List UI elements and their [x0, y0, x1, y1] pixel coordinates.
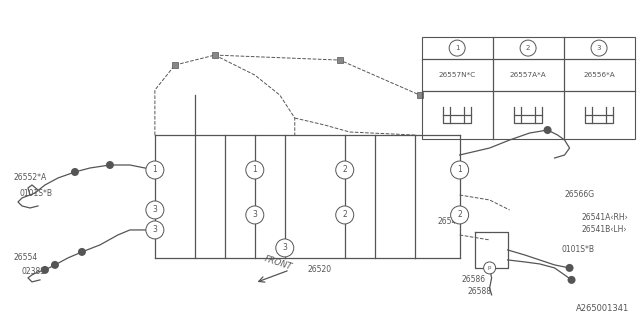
Text: 26557N*C: 26557N*C	[438, 72, 476, 78]
Circle shape	[41, 266, 49, 274]
Text: 3: 3	[152, 226, 157, 235]
Circle shape	[568, 276, 575, 284]
Text: 26557A*A: 26557A*A	[509, 72, 547, 78]
Text: 26552*A: 26552*A	[14, 173, 47, 182]
Text: 26520: 26520	[308, 265, 332, 275]
Circle shape	[449, 40, 465, 56]
Text: 3: 3	[252, 211, 257, 220]
Circle shape	[566, 264, 573, 272]
Text: 0238S: 0238S	[22, 268, 46, 276]
Text: p: p	[488, 265, 492, 270]
Text: 1: 1	[252, 165, 257, 174]
Circle shape	[336, 206, 354, 224]
Text: 0101S*B: 0101S*B	[20, 189, 53, 198]
Circle shape	[146, 161, 164, 179]
Circle shape	[246, 206, 264, 224]
Text: 1: 1	[457, 165, 462, 174]
Circle shape	[276, 239, 294, 257]
Circle shape	[106, 161, 114, 169]
Bar	[422, 37, 634, 139]
Text: 2: 2	[342, 211, 347, 220]
Text: 26544: 26544	[438, 218, 462, 227]
Text: FRONT: FRONT	[263, 254, 293, 272]
Text: 3: 3	[152, 205, 157, 214]
Circle shape	[520, 40, 536, 56]
Circle shape	[451, 206, 468, 224]
Text: 2: 2	[526, 45, 531, 51]
Text: 1: 1	[152, 165, 157, 174]
Text: 0101S*B: 0101S*B	[561, 245, 595, 254]
Circle shape	[71, 168, 79, 176]
Bar	[417, 92, 422, 98]
Text: 26541A‹RH›: 26541A‹RH›	[582, 213, 628, 222]
Text: 26554: 26554	[14, 253, 38, 262]
Text: 2: 2	[457, 211, 462, 220]
Text: 2: 2	[342, 165, 347, 174]
Bar	[172, 62, 178, 68]
Text: 26556*A: 26556*A	[583, 72, 615, 78]
Circle shape	[146, 221, 164, 239]
Circle shape	[78, 248, 86, 256]
Circle shape	[484, 262, 495, 274]
Text: 26541B‹LH›: 26541B‹LH›	[582, 226, 627, 235]
Text: 26566G: 26566G	[564, 190, 595, 199]
Circle shape	[146, 201, 164, 219]
Circle shape	[591, 40, 607, 56]
Text: 3: 3	[596, 45, 602, 51]
Circle shape	[543, 126, 552, 134]
Text: 26586: 26586	[461, 276, 486, 284]
Text: 26588: 26588	[468, 287, 492, 296]
Text: 1: 1	[455, 45, 460, 51]
Text: 3: 3	[282, 244, 287, 252]
Circle shape	[451, 161, 468, 179]
Circle shape	[246, 161, 264, 179]
Bar	[212, 52, 218, 58]
Circle shape	[51, 261, 59, 269]
Circle shape	[336, 161, 354, 179]
Bar	[337, 57, 343, 63]
Text: A265001341: A265001341	[576, 304, 630, 313]
